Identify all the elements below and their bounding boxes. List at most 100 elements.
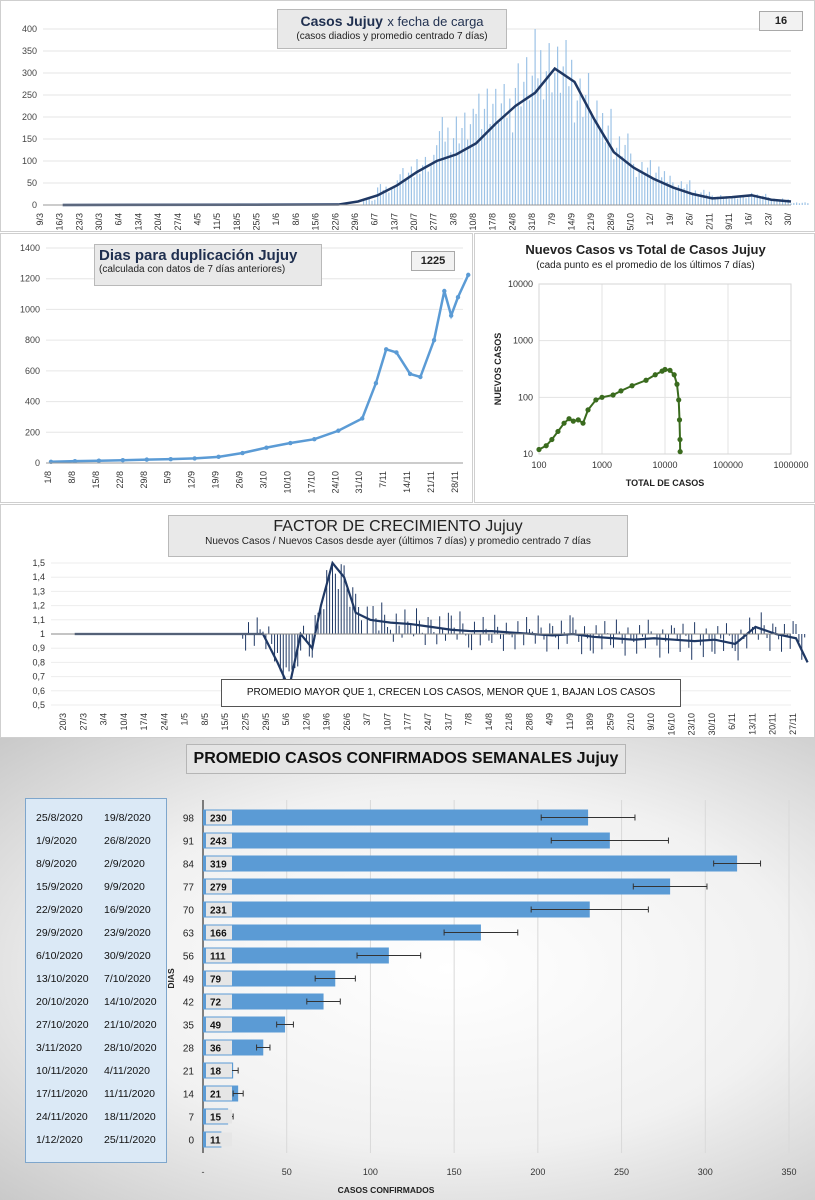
daily-case-bar: [700, 192, 702, 205]
date-start: 4/11/2020: [104, 1065, 150, 1077]
daily-case-bar: [644, 175, 646, 205]
daily-case-bar: [745, 198, 747, 205]
x-tick-label: 19/6: [322, 713, 332, 731]
daily-case-bar: [512, 132, 514, 205]
daily-case-bar: [410, 166, 412, 205]
x-tick-label: 18/9: [585, 713, 595, 731]
daily-case-bar: [604, 142, 607, 205]
daily-case-bar: [424, 156, 427, 205]
x-tick-label: 31/10: [354, 471, 364, 494]
daily-case-bar: [489, 124, 491, 205]
semanales-title: PROMEDIO CASOS CONFIRMADOS SEMANALES Juj…: [186, 744, 626, 774]
daily-case-bar: [455, 116, 457, 205]
daily-case-bar: [784, 200, 786, 205]
duplication-point: [336, 428, 341, 433]
x-tick-label: 17/10: [306, 471, 316, 494]
daily-case-bar: [632, 163, 635, 205]
daily-case-bar: [486, 88, 488, 205]
x-axis-label: TOTAL DE CASOS: [626, 478, 705, 488]
x-tick-label: 1000000: [773, 460, 808, 470]
y-axis-label: NUEVOS CASOS: [493, 333, 503, 406]
value-label-bg: [206, 902, 232, 917]
daily-case-bar: [672, 182, 674, 205]
daily-case-bar: [624, 144, 626, 205]
daily-case-bar: [478, 93, 480, 205]
daily-case-bar: [540, 50, 542, 206]
daily-case-bar: [514, 87, 517, 205]
x-tick-label: 23/10: [687, 713, 697, 736]
x-tick-label: 27/11: [788, 713, 798, 735]
y-tick-label: 50: [27, 178, 37, 188]
daily-case-bar: [770, 199, 772, 205]
trajectory-point: [674, 381, 680, 387]
trajectory-point: [593, 397, 599, 403]
x-tick-label: 11/5: [212, 213, 222, 230]
daily-case-bar: [461, 128, 463, 205]
x-tick-label: 20/11: [768, 713, 778, 735]
x-tick-label: 23/: [763, 213, 773, 226]
weekly-bar: [203, 855, 738, 872]
x-tick-label: 21/8: [504, 713, 514, 731]
x-tick-label: 12/6: [301, 713, 311, 731]
duplicacion-panel: 0 200 400 600 800 1000 1200 1400 1/8 8/8 15/8 22/8 2…: [0, 233, 473, 503]
x-tick-label: 11/9: [565, 713, 575, 730]
date-start: 30/9/2020: [104, 950, 151, 962]
trajectory-point: [555, 428, 561, 435]
duplication-point: [418, 374, 423, 380]
x-tick-label: 9/3: [35, 213, 45, 226]
x-tick-label: 27/7: [429, 213, 439, 231]
avg-7day-line: [62, 66, 792, 207]
daily-case-bar: [526, 57, 528, 205]
factor-title: FACTOR DE CRECIMIENTO Jujuy: [273, 518, 523, 535]
trajectory-point: [662, 366, 668, 373]
date-row: 10/11/2020 4/11/2020: [26, 1062, 168, 1082]
x-tick-label: 15/6: [311, 213, 321, 231]
date-start: 26/8/2020: [104, 835, 151, 847]
daily-case-bar: [706, 194, 708, 205]
duplication-point: [144, 457, 149, 462]
y-tick-label: 1,1: [32, 615, 45, 625]
y-tick-label: 300: [22, 68, 37, 78]
x-tick-label: 24/10: [330, 471, 340, 494]
daily-case-bar: [773, 198, 775, 205]
trajectory-point: [676, 397, 682, 403]
date-end: 13/10/2020: [36, 973, 89, 985]
trajectory-point: [566, 416, 572, 422]
date-table: 25/8/2020 19/8/2020 1/9/2020 26/8/2020 8/9/2…: [25, 798, 167, 1163]
daily-case-bar: [495, 88, 497, 205]
x-tick-label: 31/8: [527, 213, 537, 231]
dias-label: 35: [183, 1021, 195, 1032]
trajectory-point: [543, 443, 549, 449]
value-label: 15: [210, 1113, 222, 1124]
daily-case-bar: [444, 141, 446, 205]
dias-label: 28: [183, 1044, 195, 1055]
casos-title-bold: Casos Jujuy: [300, 13, 383, 29]
daily-case-bar: [739, 197, 741, 205]
daily-case-bar: [796, 202, 798, 205]
daily-case-bar: [621, 156, 623, 205]
daily-case-bar: [734, 195, 736, 205]
x-tick-label: 100: [363, 1167, 378, 1177]
daily-case-bar: [627, 133, 629, 205]
value-label-bg: [206, 1132, 232, 1147]
x-tick-label: 24/4: [159, 713, 169, 731]
x-tick-label: 27/4: [173, 213, 183, 231]
value-label-bg: [206, 1109, 232, 1124]
value-label: 79: [210, 975, 222, 986]
daily-case-bar: [731, 197, 733, 205]
weekly-bar: [203, 832, 610, 849]
date-end: 1/9/2020: [36, 835, 77, 847]
x-tick-label: 27/3: [78, 713, 88, 731]
duplication-point: [455, 294, 461, 300]
daily-case-bar: [725, 196, 727, 205]
x-tick-label: 2/11: [704, 213, 714, 230]
daily-case-bar: [722, 197, 725, 205]
daily-case-bar: [430, 163, 432, 205]
date-start: 25/11/2020: [104, 1134, 156, 1146]
x-tick-label: 6/7: [370, 213, 380, 226]
x-tick-label: 14/9: [566, 213, 576, 231]
factor-panel: 0,5 0,6 0,7 0,8 0,9 1 1,1 1,2 1,3 1,4 1,5 20/3 27/3 3…: [0, 504, 815, 738]
duplication-point: [442, 288, 447, 294]
daily-case-bar: [374, 199, 376, 205]
